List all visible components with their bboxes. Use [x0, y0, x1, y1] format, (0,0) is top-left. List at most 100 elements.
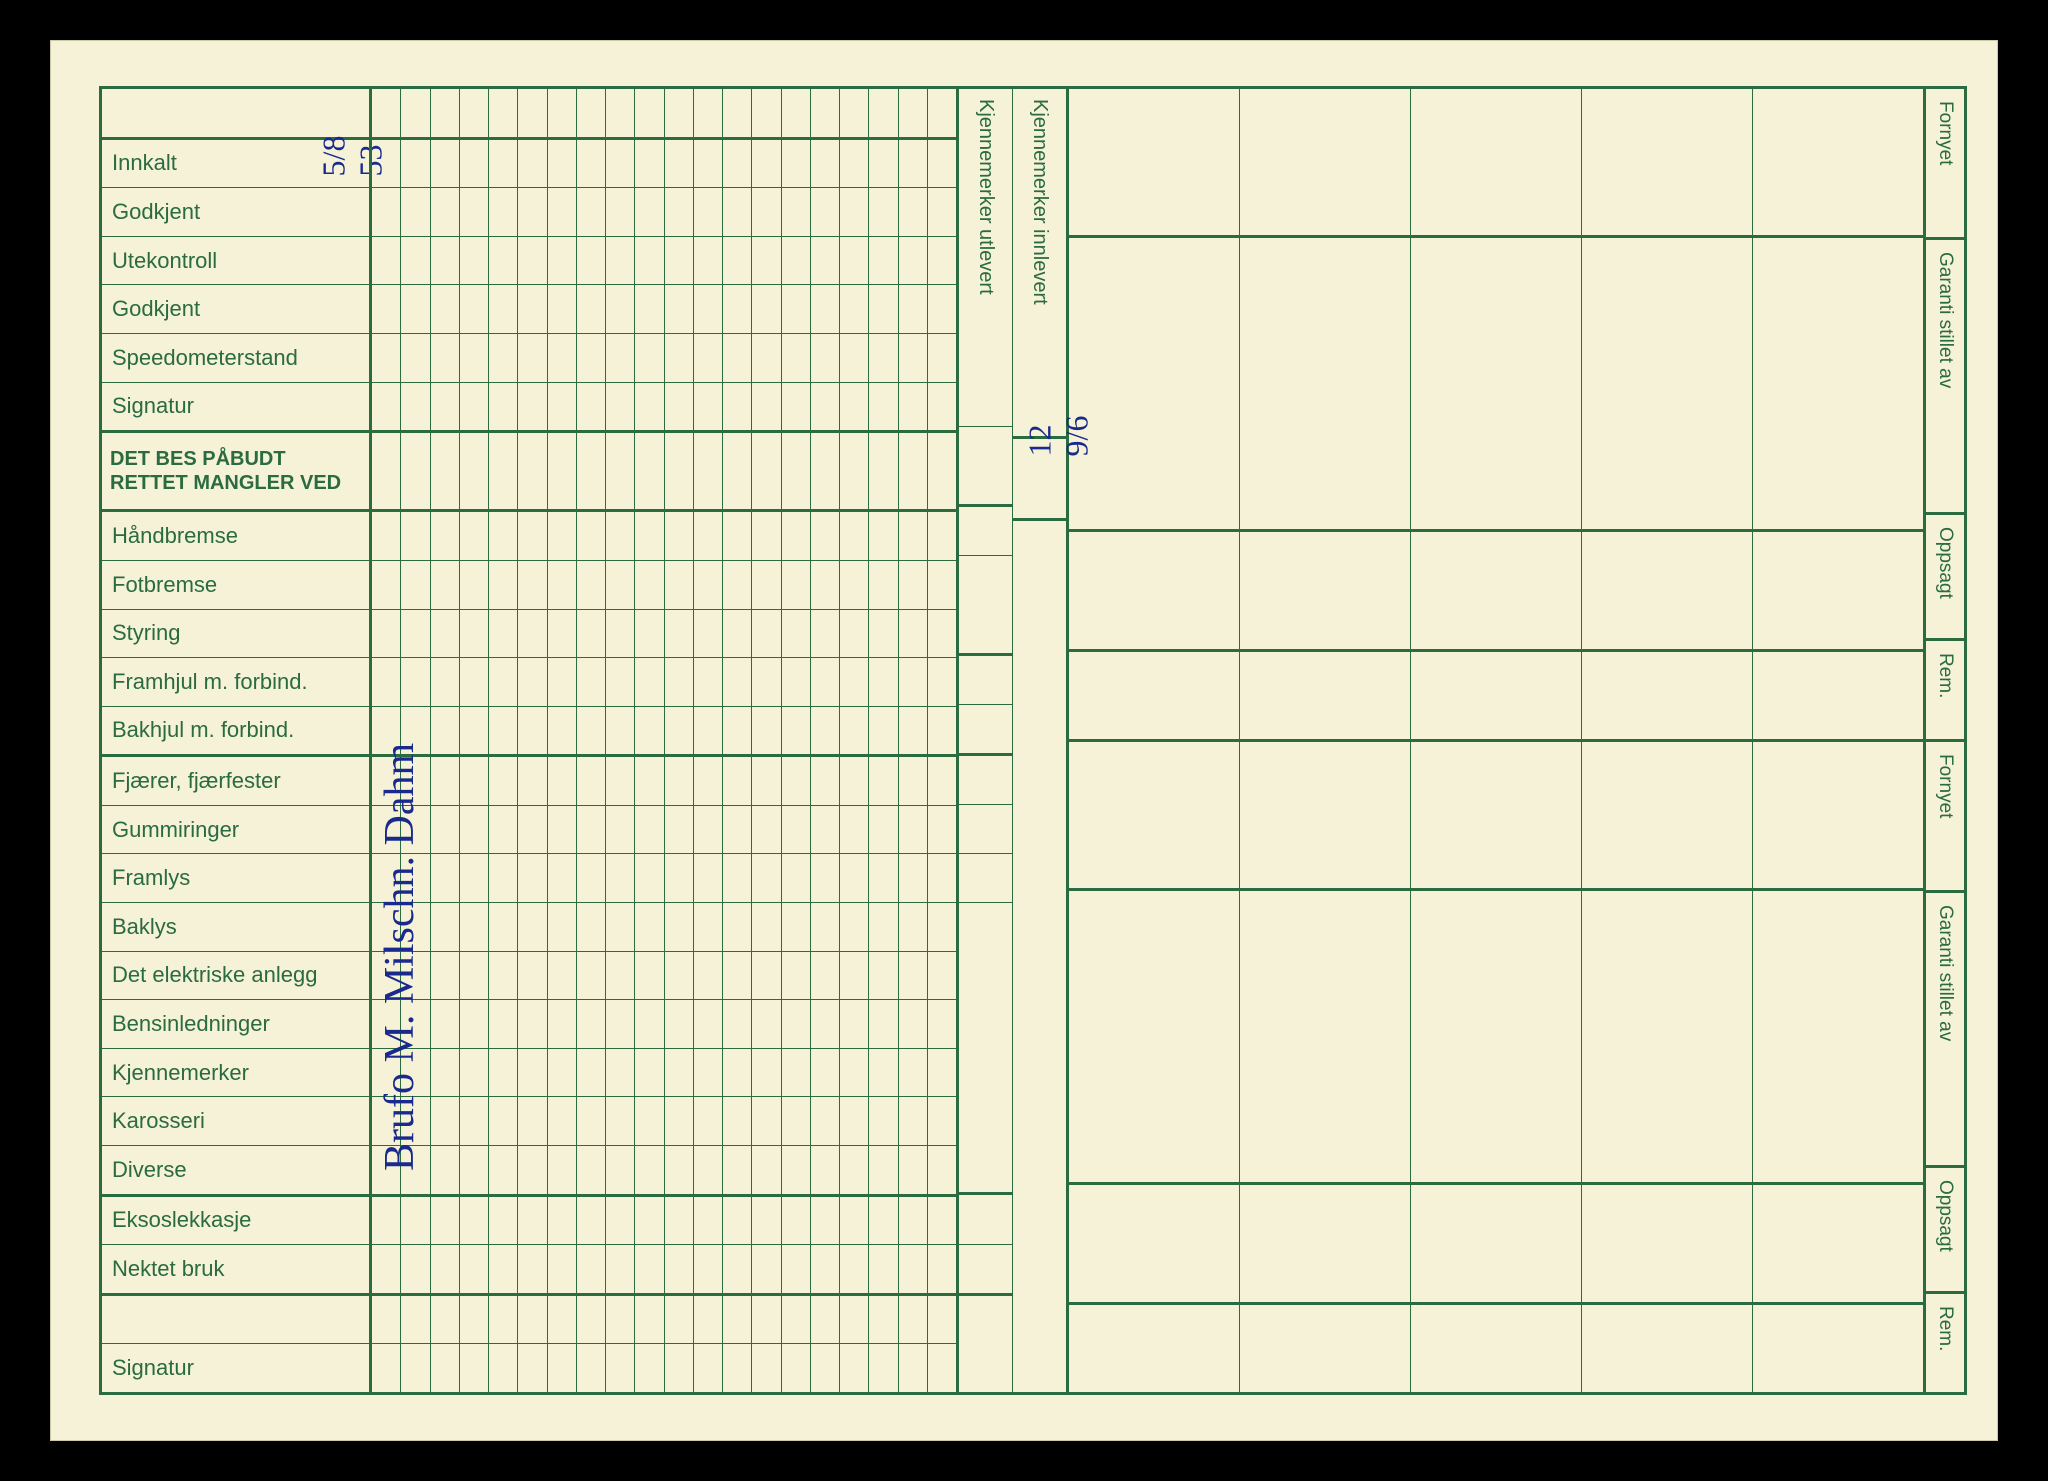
grid-cell	[928, 952, 956, 1000]
grid-cell	[635, 1344, 664, 1392]
grid-cell	[635, 757, 664, 805]
grid-cell	[635, 89, 664, 137]
grid-cell	[460, 89, 489, 137]
grid-cell	[665, 237, 694, 285]
grid-cell	[723, 433, 752, 509]
cr-row	[1069, 89, 1923, 238]
mid-label-innlevert: Kjennemerker innlevert	[1028, 99, 1051, 305]
grid-cell	[518, 383, 547, 431]
row-eksoslekkasje: Eksoslekkasje	[102, 1197, 956, 1246]
grid-cell	[606, 1097, 635, 1145]
grid-cell	[694, 952, 723, 1000]
grid-cell	[372, 1197, 401, 1245]
cr-row	[1069, 238, 1923, 532]
grid-cell	[431, 1097, 460, 1145]
grid-cell	[665, 433, 694, 509]
grid-cell	[782, 1146, 811, 1194]
grid-cell	[518, 1097, 547, 1145]
grid-cell	[869, 1344, 898, 1392]
label-karosseri: Karosseri	[102, 1097, 372, 1145]
grid-cell	[782, 658, 811, 706]
grid-cell	[372, 610, 401, 658]
grid-cell	[606, 1245, 635, 1293]
cr-cell	[1753, 89, 1923, 235]
grid-cell	[899, 1000, 928, 1048]
label-godkjent1: Godkjent	[102, 188, 372, 236]
cr-cell	[1411, 891, 1582, 1182]
grid-cell	[869, 1097, 898, 1145]
grid-cell	[401, 512, 430, 560]
grid-cell	[723, 806, 752, 854]
grid-cell	[606, 89, 635, 137]
grid-cell	[577, 237, 606, 285]
grid-cell	[869, 1197, 898, 1245]
grid-cell	[869, 1000, 898, 1048]
grid-cell	[635, 512, 664, 560]
grid-cell	[928, 757, 956, 805]
grid-cell	[460, 707, 489, 755]
grid-cell	[431, 658, 460, 706]
grid-cell	[577, 512, 606, 560]
grid-cell	[811, 140, 840, 188]
label-bakhjul: Bakhjul m. forbind.	[102, 707, 372, 755]
grid-cell	[869, 1146, 898, 1194]
grid-cell	[694, 561, 723, 609]
grid-cell	[665, 658, 694, 706]
cr-cell	[1582, 1305, 1753, 1392]
grid-cell	[840, 89, 869, 137]
grid-cell	[489, 1344, 518, 1392]
row-signatur1: Signatur	[102, 383, 956, 434]
grid-cell	[811, 952, 840, 1000]
grid-cell	[694, 1097, 723, 1145]
grid-cell	[460, 188, 489, 236]
cr-cell	[1069, 89, 1240, 235]
grid-cell	[752, 707, 781, 755]
grid-cell	[548, 285, 577, 333]
grid-cell	[635, 383, 664, 431]
grid-cell	[460, 433, 489, 509]
grid-cell	[694, 188, 723, 236]
cr-cell	[1069, 1185, 1240, 1302]
far-label-oppsagt1: Oppsagt	[1926, 515, 1964, 641]
mid-section	[959, 1245, 1012, 1296]
grid-cell	[635, 903, 664, 951]
grid-cell	[928, 1344, 956, 1392]
grid-cell	[431, 610, 460, 658]
grid-cell	[782, 89, 811, 137]
grid-cell	[606, 512, 635, 560]
grid-cell	[752, 658, 781, 706]
grid-cell	[723, 1344, 752, 1392]
label-gummiringer: Gummiringer	[102, 806, 372, 854]
grid-cell	[489, 334, 518, 382]
grid-cell	[899, 285, 928, 333]
grid-cell	[665, 89, 694, 137]
grid-cell	[518, 757, 547, 805]
grid-cell	[899, 188, 928, 236]
grid-cell	[577, 1344, 606, 1392]
grid-cell	[928, 1097, 956, 1145]
grid-cell	[782, 610, 811, 658]
grid-cell	[635, 952, 664, 1000]
grid-cell	[635, 1245, 664, 1293]
label-diverse: Diverse	[102, 1146, 372, 1194]
grid-cell	[811, 610, 840, 658]
grid-cell	[694, 1296, 723, 1344]
grid-cell	[577, 1146, 606, 1194]
grid-cell	[518, 334, 547, 382]
grid-cell	[577, 854, 606, 902]
label-framlys: Framlys	[102, 854, 372, 902]
grid-cell	[548, 610, 577, 658]
grid-cell	[782, 1049, 811, 1097]
grid-cell	[577, 806, 606, 854]
grid-cell	[372, 561, 401, 609]
label-baklys: Baklys	[102, 903, 372, 951]
grid-cell	[899, 1245, 928, 1293]
cr-row	[1069, 532, 1923, 652]
grid-cell	[752, 854, 781, 902]
grid-cell	[752, 1197, 781, 1245]
grid-cell	[518, 561, 547, 609]
grid-cell	[723, 610, 752, 658]
grid-cell	[372, 658, 401, 706]
grid-cell	[489, 1000, 518, 1048]
grid-cell	[899, 1146, 928, 1194]
